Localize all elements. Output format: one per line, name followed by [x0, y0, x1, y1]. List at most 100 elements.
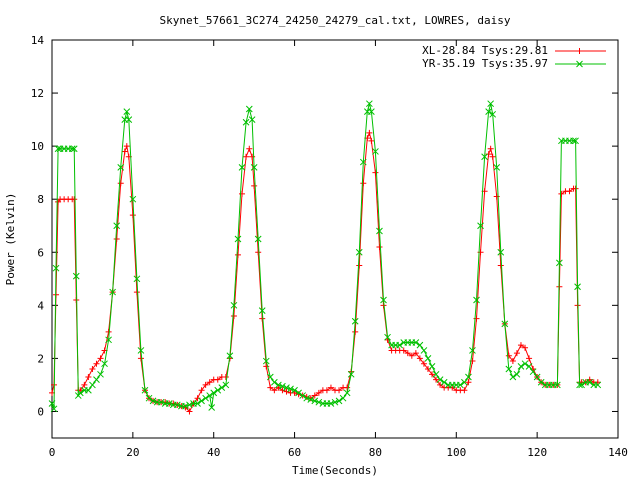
- series-line: [51, 131, 598, 413]
- data-point: [243, 153, 250, 160]
- data-point: [327, 384, 334, 391]
- data-point: [117, 164, 125, 171]
- series-layer: [48, 100, 602, 415]
- legend-label-xl: XL-28.84 Tsys:29.81: [422, 44, 548, 57]
- data-point: [133, 275, 141, 283]
- data-point: [372, 169, 379, 176]
- data-point: [85, 373, 92, 380]
- data-point: [70, 145, 78, 153]
- data-point: [123, 143, 130, 150]
- data-point: [359, 158, 367, 166]
- x-tick-label: 60: [288, 446, 301, 459]
- data-point: [420, 360, 427, 367]
- data-point: [315, 398, 323, 406]
- data-point: [493, 164, 501, 171]
- data-point: [509, 373, 517, 381]
- data-point: [537, 378, 545, 386]
- data-point: [368, 108, 375, 115]
- data-point: [303, 394, 311, 402]
- data-point: [351, 317, 359, 325]
- data-point: [556, 259, 563, 267]
- data-point: [246, 145, 253, 152]
- legend-entry-xl: XL-28.84 Tsys:29.81: [422, 44, 606, 57]
- data-point: [517, 363, 525, 370]
- data-point: [72, 272, 80, 280]
- data-point: [271, 387, 278, 394]
- data-point: [230, 301, 238, 309]
- data-point: [242, 118, 250, 126]
- data-point: [489, 110, 497, 118]
- data-point: [250, 164, 258, 171]
- series-2: [48, 100, 602, 413]
- data-point: [412, 350, 419, 357]
- data-point: [477, 249, 484, 256]
- data-point: [501, 320, 509, 328]
- data-point: [52, 264, 60, 272]
- x-tick-label: 20: [126, 446, 139, 459]
- data-point: [271, 378, 278, 386]
- data-point: [206, 392, 214, 399]
- data-point: [89, 381, 96, 389]
- data-point: [76, 389, 84, 397]
- data-point: [327, 400, 335, 407]
- data-point: [54, 145, 62, 153]
- data-point: [513, 350, 520, 357]
- legend-label-yr: YR-35.19 Tsys:35.97: [422, 57, 548, 70]
- data-point: [222, 373, 229, 380]
- data-point: [485, 151, 492, 158]
- x-tick-label: 120: [527, 446, 547, 459]
- data-point: [234, 235, 242, 243]
- data-point: [208, 404, 216, 411]
- data-point: [404, 350, 411, 357]
- data-point: [586, 378, 594, 386]
- data-point: [505, 352, 512, 359]
- data-point: [48, 400, 56, 407]
- data-point: [133, 289, 140, 296]
- data-point: [299, 392, 307, 399]
- data-point: [198, 397, 205, 405]
- data-point: [505, 365, 513, 373]
- x-tick-label: 140: [608, 446, 628, 459]
- data-point: [307, 396, 315, 403]
- data-point: [433, 376, 440, 383]
- y-tick-label: 12: [31, 87, 44, 100]
- data-point: [429, 371, 436, 378]
- data-point: [554, 381, 561, 389]
- data-point: [157, 398, 165, 406]
- data-point: [275, 381, 282, 389]
- x-axis: 0 20 40 60 80 100 120 140: [49, 40, 628, 459]
- data-point: [323, 387, 330, 394]
- data-point: [400, 347, 407, 354]
- data-point: [125, 116, 133, 123]
- data-point: [465, 373, 472, 381]
- data-point: [456, 381, 464, 389]
- data-point: [522, 344, 529, 351]
- data-point: [89, 366, 96, 373]
- y-tick-label: 2: [37, 352, 44, 365]
- data-point: [521, 360, 529, 368]
- data-point: [117, 180, 124, 187]
- data-point: [576, 381, 583, 389]
- data-point: [202, 394, 209, 402]
- legend-entry-yr: YR-35.19 Tsys:35.97: [422, 57, 606, 70]
- data-point: [558, 190, 565, 197]
- x-axis-label: Time(Seconds): [292, 464, 378, 477]
- data-point: [485, 108, 492, 115]
- data-point: [137, 347, 145, 354]
- data-point: [165, 400, 173, 407]
- data-point: [497, 248, 505, 256]
- data-point: [71, 196, 78, 203]
- data-point: [311, 397, 319, 405]
- data-point: [182, 402, 189, 410]
- y-tick-label: 10: [31, 140, 44, 153]
- data-point: [493, 193, 500, 200]
- y-axis: 0 2 4 6 8 10 12 14: [31, 34, 618, 418]
- y-tick-label: 14: [31, 34, 45, 47]
- data-point: [335, 397, 343, 405]
- legend: XL-28.84 Tsys:29.81 YR-35.19 Tsys:35.97: [422, 44, 606, 70]
- data-point: [214, 376, 221, 383]
- data-point: [436, 376, 444, 383]
- data-point: [113, 236, 120, 242]
- data-point: [186, 401, 193, 409]
- data-point: [263, 363, 270, 370]
